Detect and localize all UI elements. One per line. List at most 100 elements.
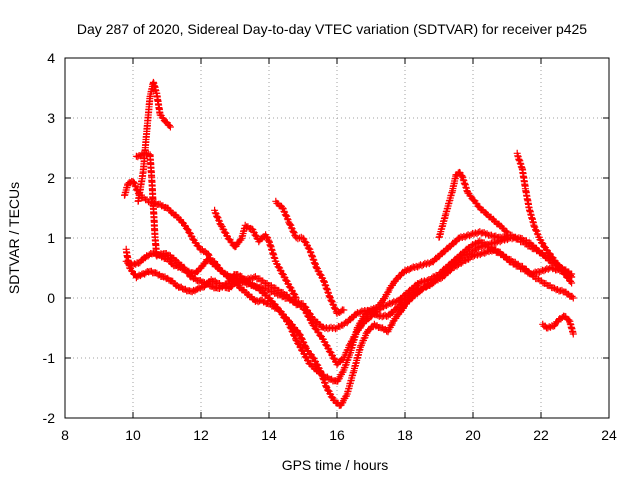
data-point (298, 335, 306, 342)
data-point (299, 234, 307, 242)
data-point (568, 292, 576, 300)
data-point (251, 231, 259, 239)
data-point (189, 235, 197, 243)
y-axis-label: SDTVAR / TECUs (6, 182, 22, 294)
series-track-c (122, 245, 577, 409)
x-tick-label: 14 (261, 427, 277, 443)
data-point (458, 172, 466, 180)
data-point (213, 212, 221, 220)
data-point (340, 306, 348, 314)
y-tick-label: 0 (47, 290, 55, 306)
data-point (279, 204, 287, 212)
data-point (329, 300, 337, 308)
data-point (303, 241, 311, 249)
x-tick-label: 8 (61, 427, 69, 443)
grid-layer (65, 58, 609, 418)
data-point (306, 316, 314, 324)
data-point (304, 312, 312, 320)
data-point (183, 225, 191, 233)
data-point (569, 330, 577, 338)
data-point (322, 341, 330, 349)
data-point (286, 283, 294, 291)
chart-title: Day 287 of 2020, Sidereal Day-to-day VTE… (77, 21, 587, 37)
data-point (565, 316, 573, 324)
data-point (312, 360, 320, 368)
data-point (290, 331, 297, 339)
data-point (282, 276, 290, 284)
data-point (250, 273, 258, 281)
data-point (330, 304, 338, 312)
data-point (130, 179, 138, 186)
x-tick-label: 18 (397, 427, 413, 443)
plot-frame (64, 57, 610, 419)
data-point (250, 228, 257, 236)
x-tick-label: 12 (193, 427, 209, 443)
data-point (304, 244, 312, 252)
data-point (296, 330, 304, 338)
y-tick-label: -2 (43, 410, 56, 426)
x-axis-label: GPS time / hours (282, 457, 389, 473)
data-point (302, 353, 310, 361)
data-point (220, 228, 228, 236)
data-point (281, 211, 289, 219)
data-point (219, 225, 227, 233)
data-point (301, 306, 309, 314)
y-tick-label: 3 (47, 110, 55, 126)
series-evening-tail (539, 312, 577, 338)
data-point (285, 220, 293, 228)
data-point (290, 228, 297, 236)
y-tick-label: 4 (47, 50, 55, 66)
data-point (131, 182, 139, 190)
series-late-morning-bump (272, 197, 348, 317)
data-point (211, 209, 219, 217)
x-tick-label: 22 (533, 427, 549, 443)
data-point (286, 221, 294, 228)
data-point (397, 308, 405, 316)
data-point (302, 343, 310, 351)
data-point (302, 309, 310, 317)
data-point (291, 293, 299, 301)
data-point (329, 354, 337, 362)
data-point (305, 313, 312, 321)
data-point (292, 294, 300, 302)
data-point (540, 242, 548, 250)
data-point (316, 270, 324, 278)
data-layer (121, 78, 577, 409)
data-point (289, 227, 297, 235)
x-tick-label: 16 (329, 427, 345, 443)
data-point (299, 338, 307, 346)
series-mid-morning-waves (211, 206, 300, 302)
data-point (567, 277, 575, 285)
y-tick-label: -1 (43, 350, 56, 366)
data-point (532, 227, 540, 234)
data-point (213, 213, 221, 221)
data-point (166, 123, 174, 131)
data-point (502, 227, 510, 235)
data-point (298, 346, 305, 354)
data-point (568, 279, 576, 287)
data-point (327, 296, 335, 304)
data-point (569, 294, 577, 302)
x-tick-label: 20 (465, 427, 481, 443)
data-point (275, 263, 283, 271)
series-evening-spike (513, 149, 576, 287)
y-tick-label: 2 (47, 170, 55, 186)
series-afternoon-peak (435, 168, 511, 241)
data-point (287, 224, 295, 232)
series-spike-morning (134, 78, 174, 205)
data-point (282, 212, 290, 219)
data-point (346, 341, 354, 349)
series-track-d (122, 237, 576, 369)
data-point (300, 305, 308, 313)
data-point (503, 228, 511, 236)
data-point (129, 178, 137, 186)
data-point (324, 386, 332, 394)
data-point (237, 236, 245, 244)
y-tick-label: 1 (47, 230, 55, 246)
data-point (215, 216, 223, 224)
x-tick-label: 10 (125, 427, 141, 443)
data-point (474, 238, 482, 246)
data-point (187, 232, 195, 240)
